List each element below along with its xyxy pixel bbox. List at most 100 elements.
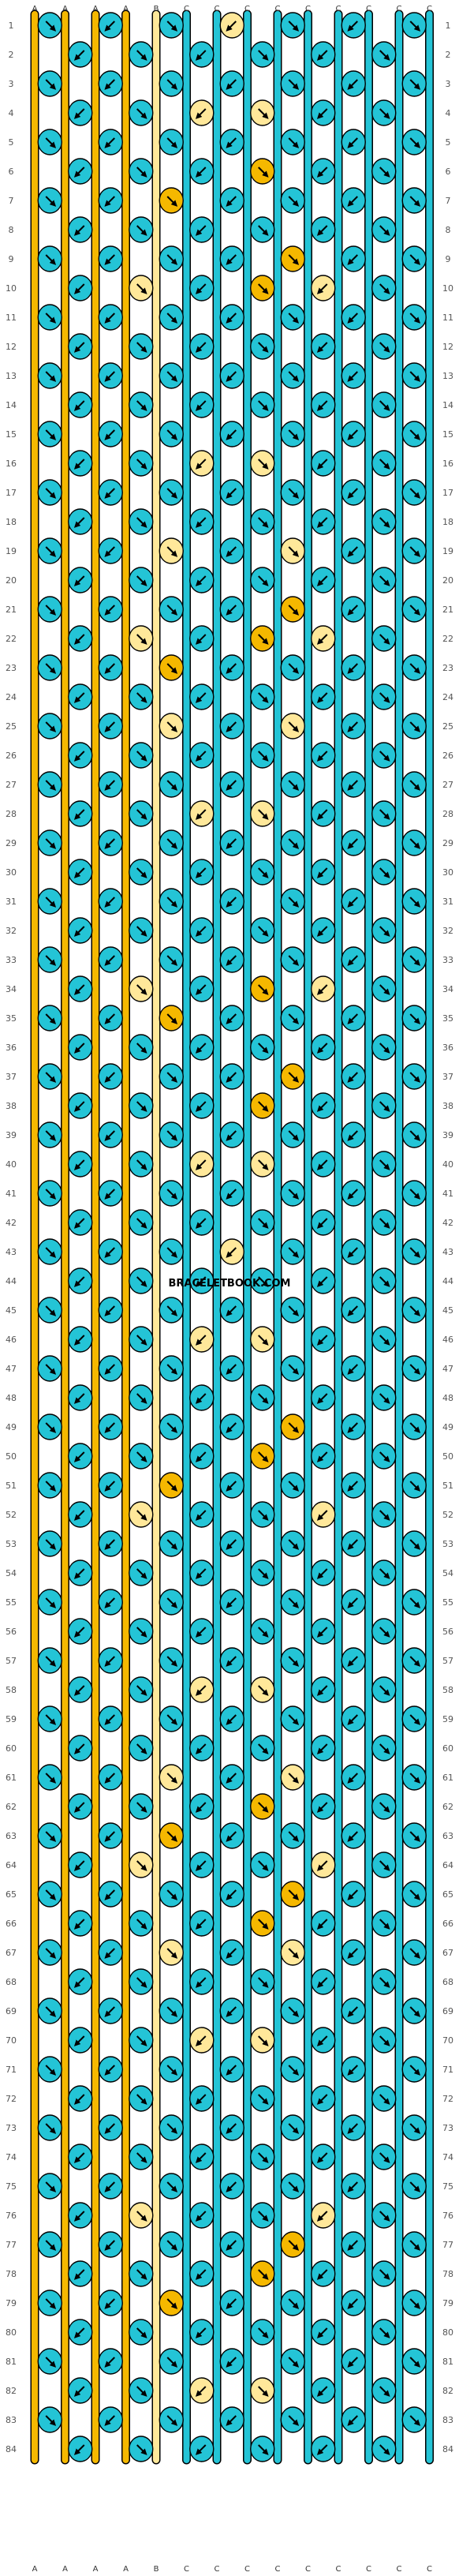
knot[interactable] [371,158,397,185]
knot[interactable] [98,888,123,915]
knot[interactable] [311,742,336,769]
knot[interactable] [219,2114,244,2141]
knot[interactable] [159,1881,184,1908]
knot[interactable] [250,2027,275,2054]
knot[interactable] [68,2202,93,2229]
knot[interactable] [401,2173,427,2200]
knot[interactable] [341,1472,366,1499]
knot[interactable] [98,946,123,973]
knot[interactable] [98,187,123,214]
knot[interactable] [341,654,366,681]
knot[interactable] [341,713,366,739]
knot[interactable] [219,479,244,506]
knot[interactable] [250,683,275,710]
knot[interactable] [37,1413,62,1440]
knot[interactable] [159,1063,184,1090]
knot[interactable] [159,1998,184,2024]
knot[interactable] [189,41,215,68]
knot[interactable] [129,1034,154,1061]
knot[interactable] [250,391,275,418]
knot[interactable] [250,2377,275,2404]
knot[interactable] [371,2260,397,2287]
knot[interactable] [37,245,62,272]
knot[interactable] [401,1998,427,2024]
knot[interactable] [189,742,215,769]
knot[interactable] [219,1005,244,1032]
knot[interactable] [371,2027,397,2054]
knot[interactable] [189,1735,215,1762]
knot[interactable] [371,1968,397,1995]
knot[interactable] [159,1939,184,1966]
knot[interactable] [311,158,336,185]
knot[interactable] [68,917,93,944]
knot[interactable] [129,1501,154,1528]
knot[interactable] [129,1151,154,1178]
knot[interactable] [37,187,62,214]
knot[interactable] [129,625,154,652]
knot[interactable] [250,742,275,769]
knot[interactable] [68,275,93,301]
knot[interactable] [280,187,305,214]
knot[interactable] [219,304,244,331]
knot[interactable] [311,1793,336,1820]
knot[interactable] [401,70,427,97]
knot[interactable] [250,1852,275,1878]
knot[interactable] [280,1297,305,1324]
knot[interactable] [311,2377,336,2404]
knot[interactable] [250,158,275,185]
knot[interactable] [371,41,397,68]
knot[interactable] [311,216,336,243]
knot[interactable] [401,2231,427,2258]
knot[interactable] [129,2202,154,2229]
knot[interactable] [371,391,397,418]
knot[interactable] [371,1267,397,1294]
knot[interactable] [37,1063,62,1090]
knot[interactable] [341,479,366,506]
knot[interactable] [37,479,62,506]
knot[interactable] [371,1034,397,1061]
knot[interactable] [401,654,427,681]
knot[interactable] [219,537,244,564]
knot[interactable] [371,2319,397,2346]
knot[interactable] [401,304,427,331]
knot[interactable] [159,596,184,623]
knot[interactable] [341,1822,366,1849]
knot[interactable] [280,2231,305,2258]
knot[interactable] [311,1034,336,1061]
knot[interactable] [98,2056,123,2083]
knot[interactable] [280,1764,305,1791]
knot[interactable] [401,1180,427,1207]
knot[interactable] [159,12,184,39]
knot[interactable] [219,1355,244,1382]
knot[interactable] [311,625,336,652]
knot[interactable] [311,1151,336,1178]
knot[interactable] [341,2173,366,2200]
knot[interactable] [371,1384,397,1411]
knot[interactable] [37,1822,62,1849]
knot[interactable] [311,1852,336,1878]
knot[interactable] [371,1793,397,1820]
knot[interactable] [311,1968,336,1995]
knot[interactable] [129,1793,154,1820]
knot[interactable] [280,1180,305,1207]
knot[interactable] [311,275,336,301]
knot[interactable] [37,1764,62,1791]
knot[interactable] [159,1005,184,1032]
knot[interactable] [401,421,427,447]
knot[interactable] [159,1530,184,1557]
knot[interactable] [98,1180,123,1207]
knot[interactable] [250,41,275,68]
knot[interactable] [280,713,305,739]
knot[interactable] [280,479,305,506]
knot[interactable] [219,129,244,155]
knot[interactable] [159,2173,184,2200]
knot[interactable] [311,1092,336,1119]
knot[interactable] [129,333,154,360]
knot[interactable] [98,1413,123,1440]
knot[interactable] [37,1939,62,1966]
knot[interactable] [159,1822,184,1849]
knot[interactable] [129,1852,154,1878]
knot[interactable] [311,1501,336,1528]
knot[interactable] [189,567,215,593]
knot[interactable] [341,245,366,272]
